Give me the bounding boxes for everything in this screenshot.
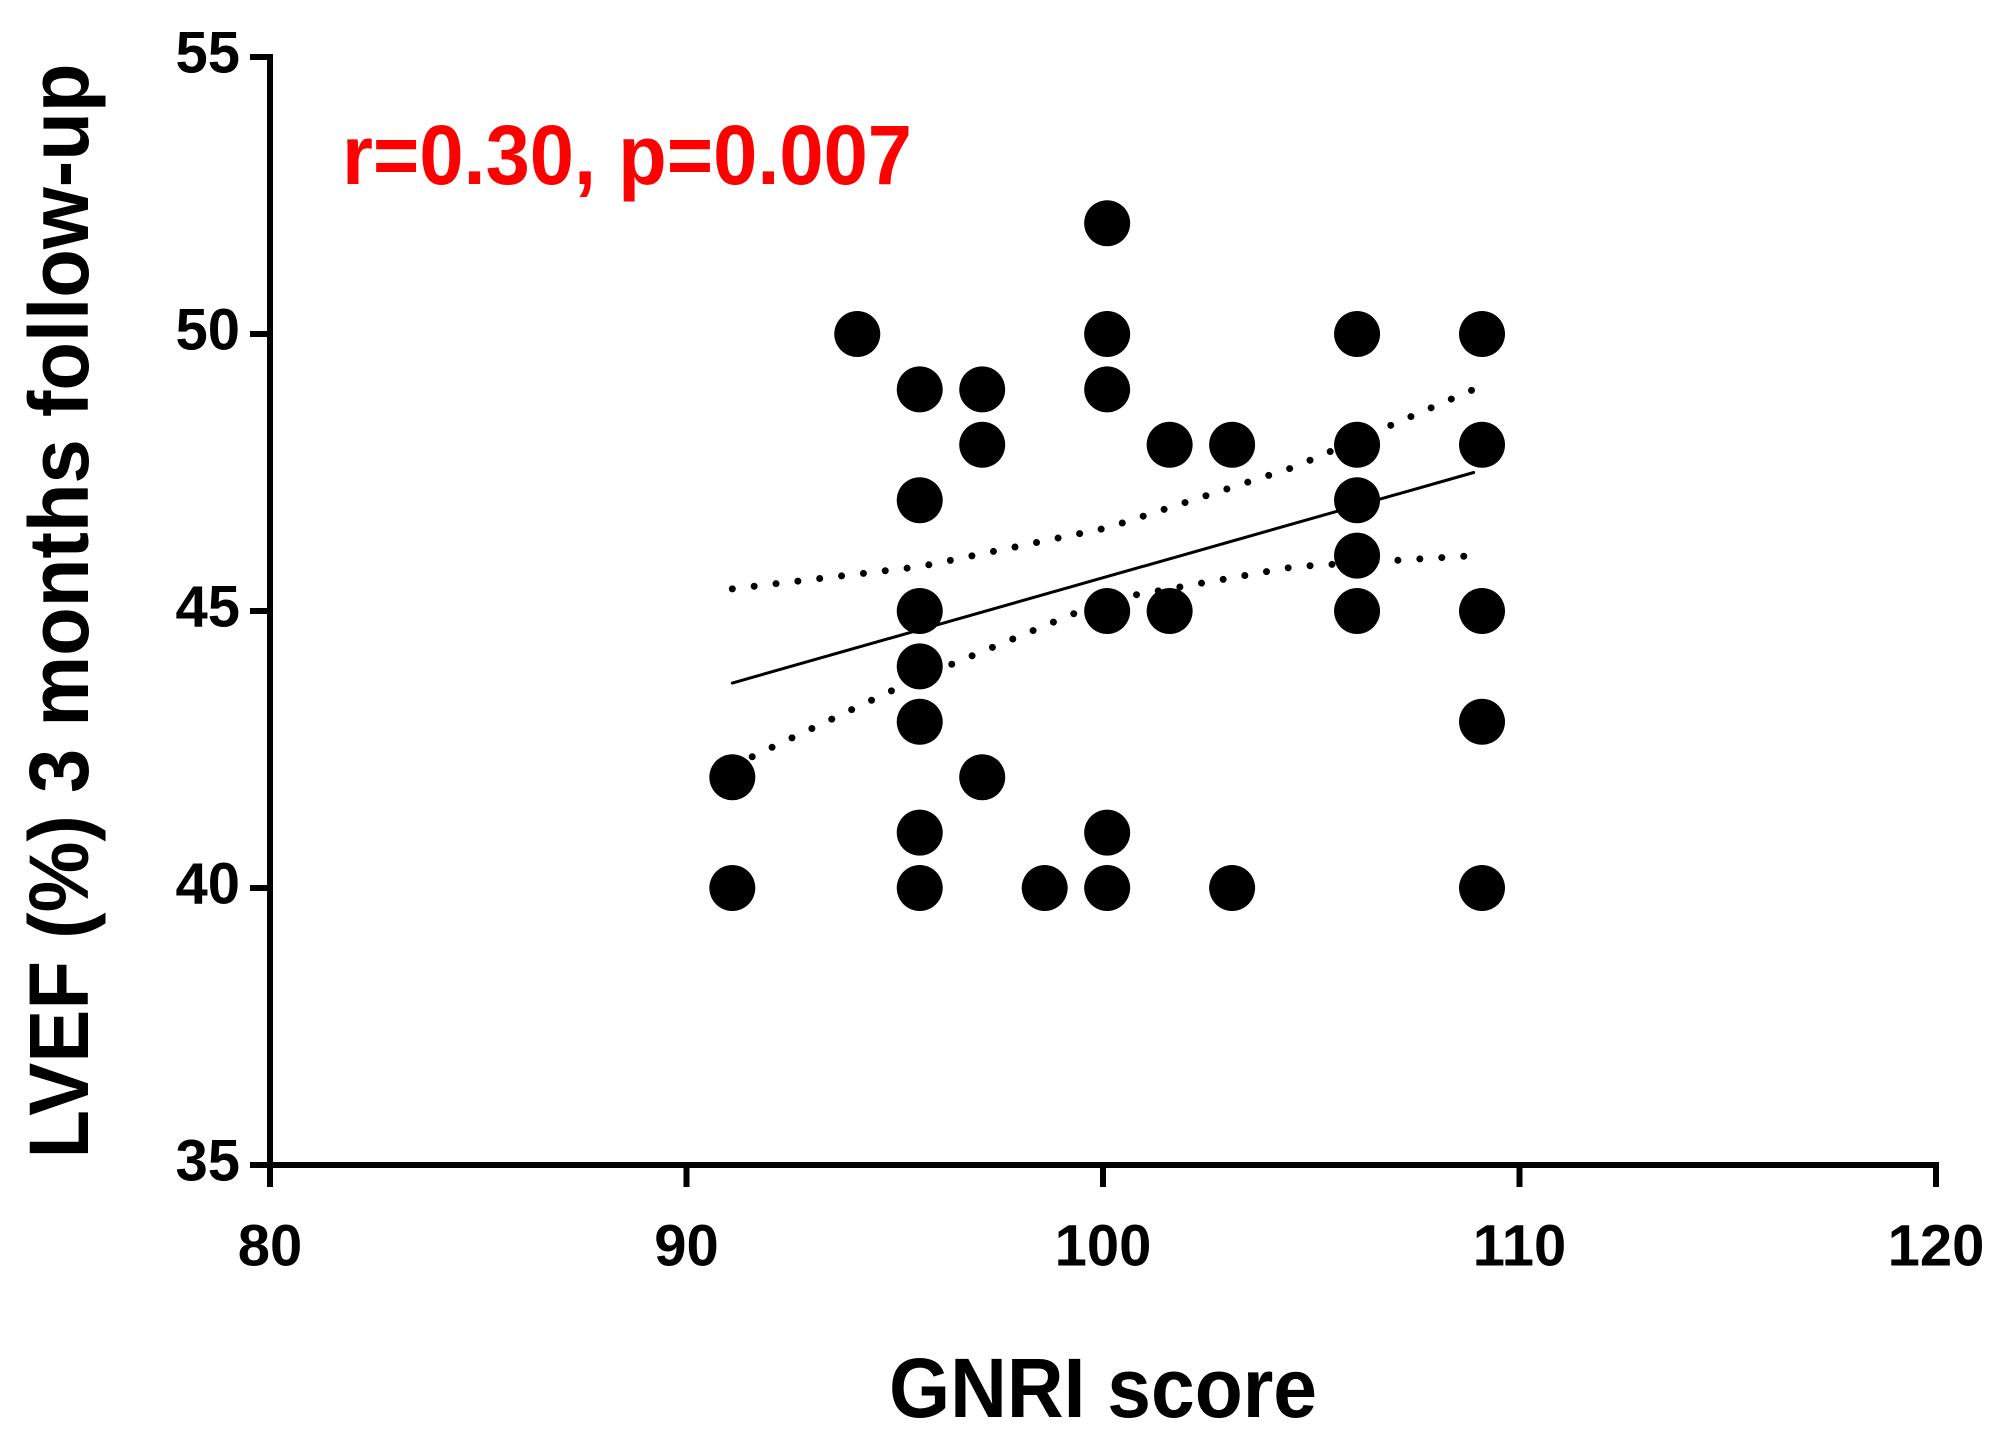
point xyxy=(1459,421,1506,468)
point xyxy=(709,865,756,911)
point xyxy=(709,754,756,801)
point xyxy=(1084,366,1131,413)
annotation: r=0.30, p=0.007 xyxy=(342,108,912,202)
point xyxy=(959,754,1006,801)
point xyxy=(834,311,881,357)
y-tick-label: 35 xyxy=(175,1128,240,1193)
point xyxy=(1084,200,1131,247)
x-axis-label: GNRI score xyxy=(889,1341,1317,1435)
x-tick-label: 90 xyxy=(654,1213,719,1278)
point xyxy=(1084,865,1131,911)
point xyxy=(1334,532,1381,579)
point xyxy=(896,865,943,911)
x-tick-label: 120 xyxy=(1888,1213,1985,1278)
point xyxy=(1021,865,1068,911)
point xyxy=(1334,421,1381,468)
point xyxy=(896,588,943,634)
point xyxy=(1459,865,1506,911)
point xyxy=(896,643,943,690)
x-tick-label: 110 xyxy=(1473,1213,1567,1278)
point xyxy=(896,366,943,413)
point xyxy=(1334,588,1381,634)
point xyxy=(1334,311,1381,357)
x-tick-label: 80 xyxy=(238,1213,303,1278)
point xyxy=(1459,698,1506,745)
point xyxy=(896,698,943,745)
point xyxy=(1209,865,1256,911)
y-axis-label: LVEF (%) 3 months follow-up xyxy=(12,64,106,1159)
ci-lower xyxy=(728,552,1478,770)
y-tick-label: 55 xyxy=(175,20,240,85)
point xyxy=(1084,311,1131,357)
point xyxy=(1146,421,1193,468)
point xyxy=(1084,588,1131,634)
y-tick-label: 40 xyxy=(175,851,240,916)
y-tick-label: 45 xyxy=(175,574,240,639)
point xyxy=(959,366,1006,413)
point xyxy=(1459,311,1506,357)
point xyxy=(1146,588,1193,634)
point xyxy=(1209,421,1256,468)
point xyxy=(896,809,943,856)
y-tick-label: 50 xyxy=(175,297,240,362)
point xyxy=(1459,588,1506,634)
point xyxy=(959,421,1006,468)
point xyxy=(1084,809,1131,856)
x-tick-label: 100 xyxy=(1055,1213,1152,1278)
point xyxy=(896,477,943,524)
point xyxy=(1334,477,1381,524)
